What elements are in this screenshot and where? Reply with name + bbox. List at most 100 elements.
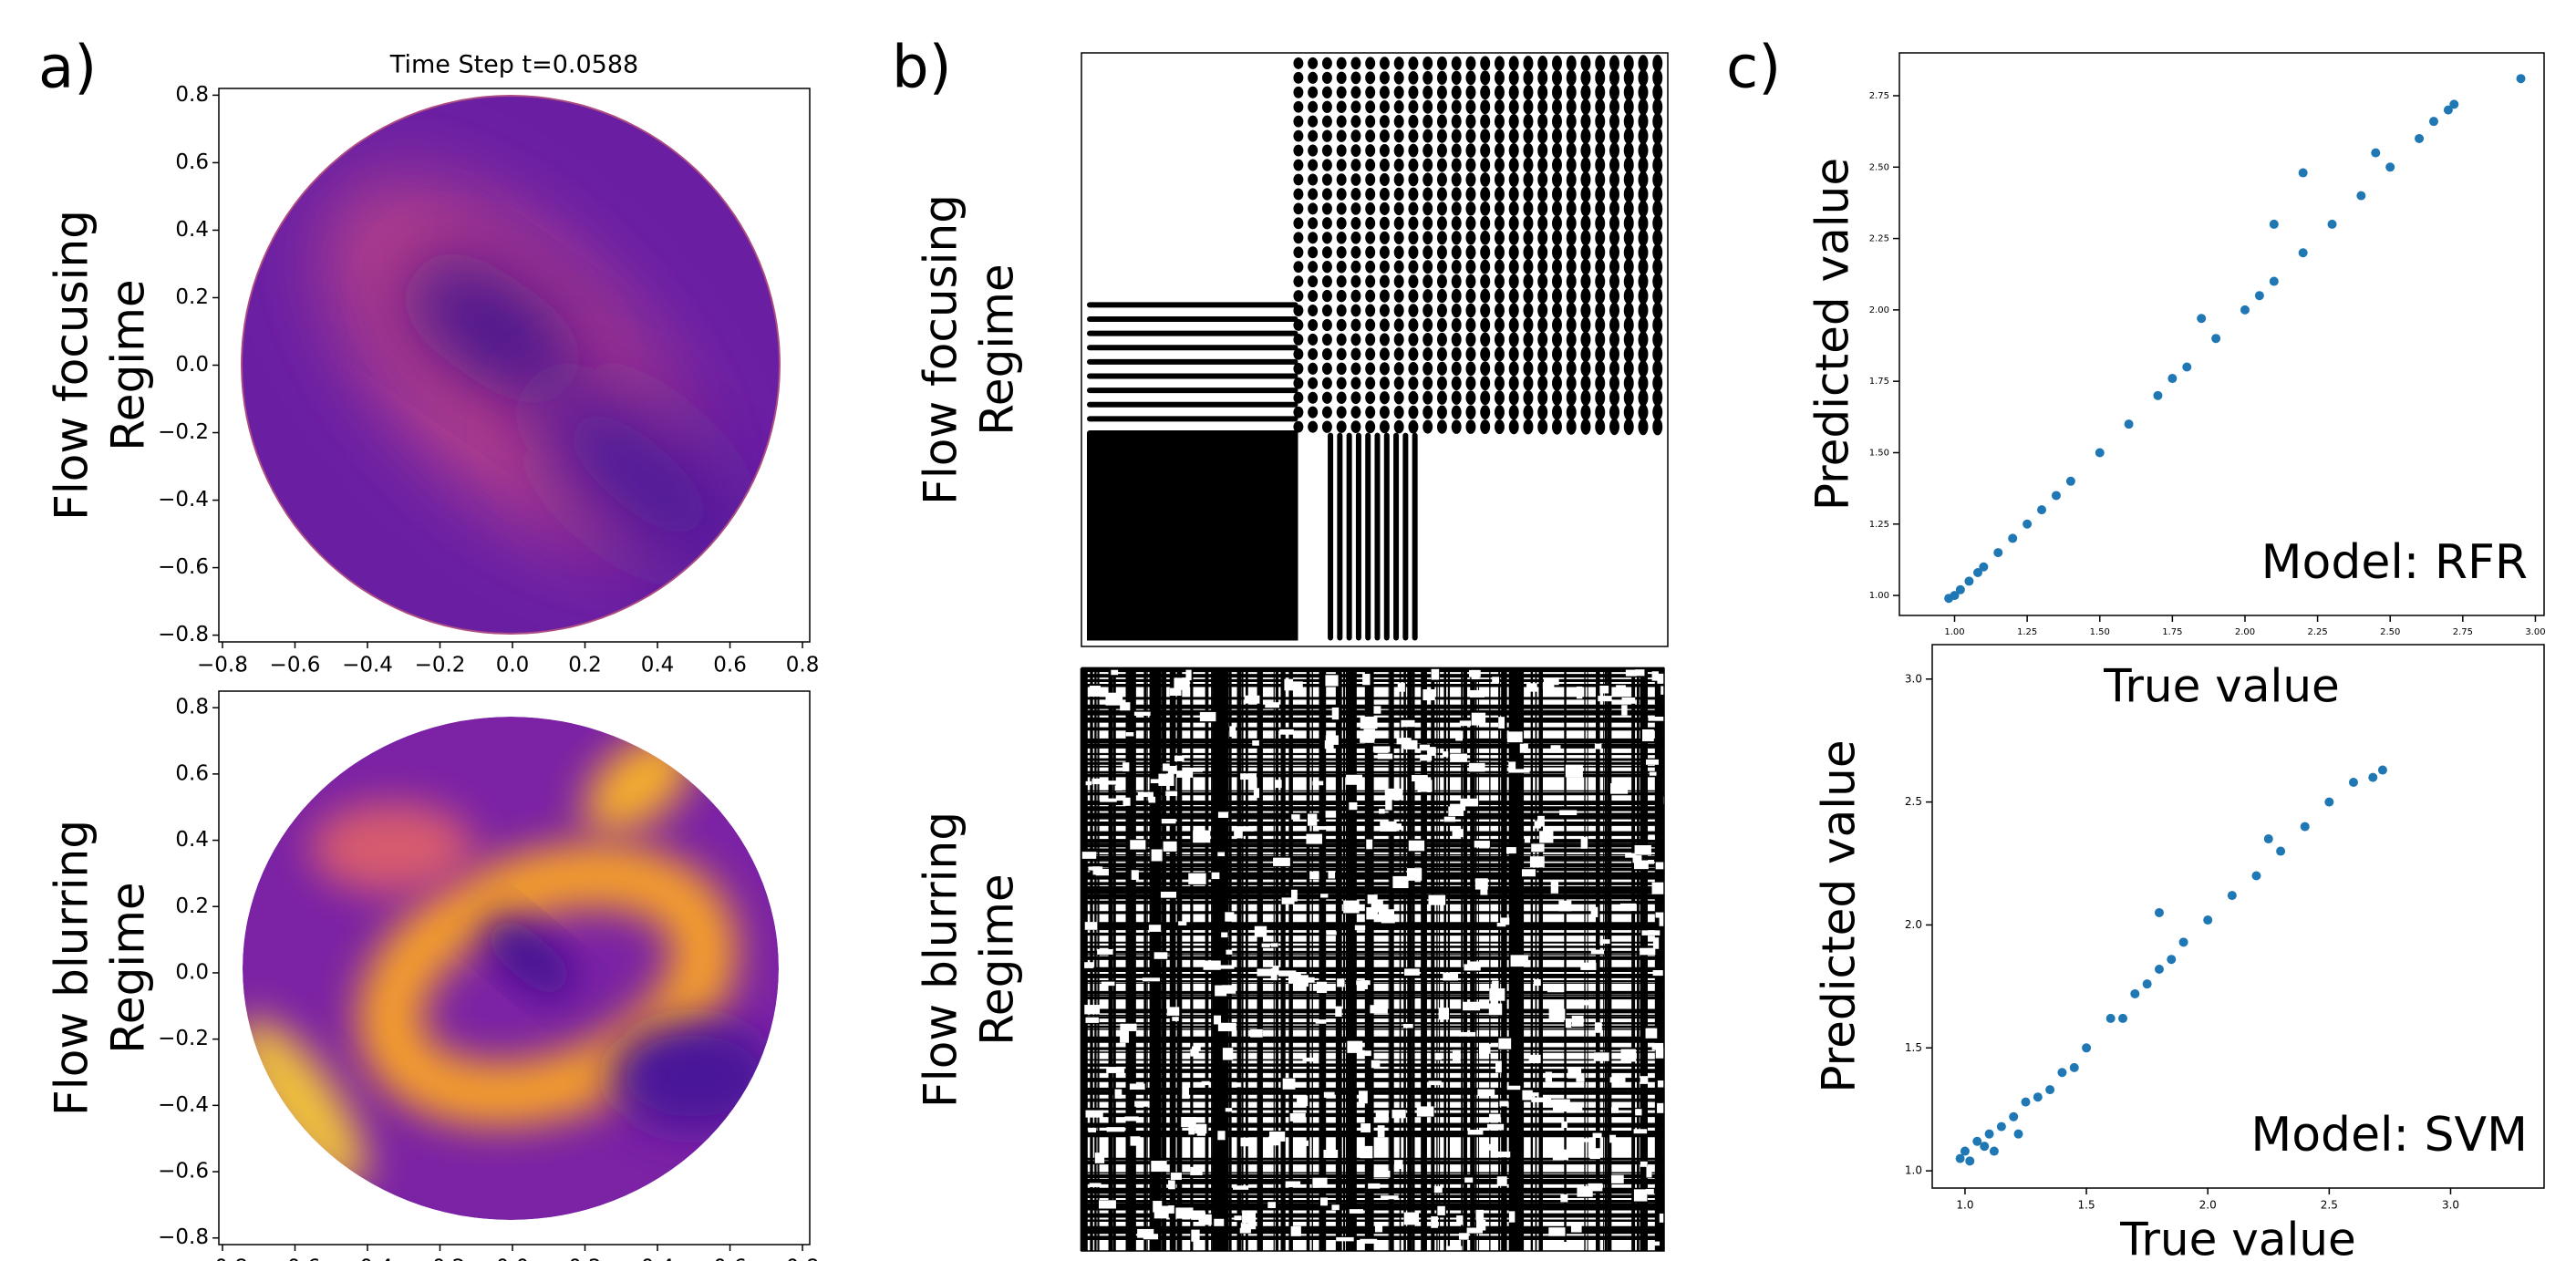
rp-cell bbox=[1595, 404, 1606, 421]
rp-block bbox=[1392, 875, 1409, 889]
rp-cell bbox=[1508, 186, 1519, 202]
rp-cell bbox=[1566, 230, 1577, 246]
rp-cell bbox=[1480, 376, 1491, 391]
rp-cell bbox=[1609, 200, 1619, 217]
rp-cell bbox=[1365, 216, 1376, 230]
rp-cell bbox=[1537, 98, 1548, 115]
rp-block bbox=[1645, 1028, 1658, 1039]
rp-block bbox=[1559, 810, 1578, 816]
rp-block bbox=[1450, 753, 1467, 762]
scatter-point bbox=[2153, 390, 2163, 400]
y-tick-label: 2.0 bbox=[1905, 918, 1922, 931]
rp-cell bbox=[1480, 85, 1491, 100]
rp-cell bbox=[1595, 316, 1606, 334]
rp-cell bbox=[1580, 69, 1591, 87]
rp-block bbox=[1522, 1090, 1533, 1101]
rp-block bbox=[1506, 731, 1523, 743]
rp-block bbox=[1380, 821, 1397, 832]
rp-cell bbox=[1465, 143, 1476, 158]
rp-block bbox=[1312, 1177, 1328, 1188]
scatter-point bbox=[2105, 1013, 2116, 1023]
rp-cell bbox=[1451, 187, 1462, 202]
rp-block bbox=[1510, 955, 1528, 967]
rp-cell bbox=[1408, 347, 1419, 361]
rp-cell bbox=[1365, 115, 1376, 129]
rp-block bbox=[1358, 1090, 1368, 1104]
y-tick-label: 0.0 bbox=[175, 960, 209, 984]
rp-cell bbox=[1566, 389, 1577, 406]
rp-cell bbox=[1293, 173, 1304, 186]
rp-cell bbox=[1552, 55, 1562, 71]
x-tick-label: 1.75 bbox=[2162, 627, 2182, 637]
rp-cell bbox=[1308, 406, 1319, 419]
rp-cell bbox=[1580, 113, 1591, 129]
rp-cell bbox=[1408, 85, 1419, 99]
scatter-point bbox=[2082, 1043, 2092, 1053]
rp-cell bbox=[1350, 377, 1361, 390]
rp-cell bbox=[1580, 331, 1591, 348]
x-tick-label: 2.50 bbox=[2380, 627, 2400, 637]
rp-block bbox=[1567, 1103, 1583, 1113]
rp-block bbox=[1547, 1099, 1560, 1108]
rp-cell bbox=[1451, 172, 1462, 187]
rp-block bbox=[1528, 1054, 1541, 1063]
rp-cell bbox=[1623, 185, 1634, 203]
rp-cell bbox=[1321, 333, 1332, 346]
rp-cell bbox=[1652, 69, 1663, 87]
x-tick-label: 2.0 bbox=[2199, 1199, 2217, 1212]
rp-cell bbox=[1523, 142, 1534, 159]
rp-cell bbox=[1566, 98, 1577, 115]
y-tick-label: 2.50 bbox=[1869, 162, 1889, 172]
rp-block bbox=[1174, 677, 1190, 690]
rp-cell bbox=[1465, 85, 1476, 100]
rp-cell bbox=[1480, 114, 1491, 129]
rp-cell bbox=[1451, 419, 1462, 434]
rp-cell bbox=[1580, 287, 1591, 305]
rp-block bbox=[1133, 711, 1151, 716]
rp-cell bbox=[1422, 318, 1433, 332]
rp-block bbox=[1222, 1048, 1234, 1060]
panel-label: a) bbox=[38, 35, 97, 102]
scatter-point bbox=[2197, 314, 2207, 324]
rp-block bbox=[1269, 1132, 1286, 1142]
rp-block bbox=[1408, 840, 1425, 852]
rp-cell bbox=[1436, 361, 1447, 376]
rp-block bbox=[1335, 1006, 1342, 1018]
rp-cell bbox=[1393, 419, 1404, 434]
rp-cell bbox=[1623, 214, 1634, 232]
rp-cell bbox=[1308, 129, 1319, 142]
rp-cell bbox=[1451, 70, 1462, 86]
rp-cell bbox=[1308, 420, 1319, 433]
rp-block bbox=[1362, 673, 1371, 686]
rp-cell bbox=[1537, 230, 1548, 246]
x-axis-label: True value bbox=[2103, 660, 2340, 713]
rp-cell bbox=[1494, 303, 1505, 318]
rp-block bbox=[1215, 985, 1227, 997]
rp-block bbox=[1609, 1077, 1626, 1083]
rp-cell bbox=[1408, 114, 1419, 129]
rp-cell bbox=[1350, 289, 1361, 303]
rp-block bbox=[1437, 1205, 1445, 1215]
rp-cell bbox=[1552, 288, 1562, 305]
rp-cell bbox=[1336, 347, 1347, 361]
rp-cell bbox=[1638, 243, 1649, 261]
rp-cell bbox=[1336, 159, 1347, 171]
rp-block bbox=[1548, 1227, 1566, 1236]
rp-cell bbox=[1308, 304, 1319, 317]
rp-cell bbox=[1336, 362, 1347, 376]
rp-cell bbox=[1436, 405, 1447, 419]
rp-block bbox=[1105, 692, 1123, 706]
rp-cell bbox=[1408, 99, 1419, 114]
rp-cell bbox=[1537, 274, 1548, 290]
scatter-point bbox=[2449, 99, 2459, 109]
rp-cell bbox=[1508, 274, 1519, 289]
rp-cell bbox=[1638, 171, 1649, 189]
scatter-point bbox=[2037, 505, 2047, 515]
rp-cell bbox=[1465, 332, 1476, 347]
rp-cell bbox=[1350, 115, 1361, 129]
rp-cell bbox=[1523, 404, 1534, 420]
rp-cell bbox=[1321, 71, 1332, 84]
scatter-point bbox=[2356, 191, 2366, 201]
y-axis-label: Flow focusing bbox=[46, 210, 98, 521]
